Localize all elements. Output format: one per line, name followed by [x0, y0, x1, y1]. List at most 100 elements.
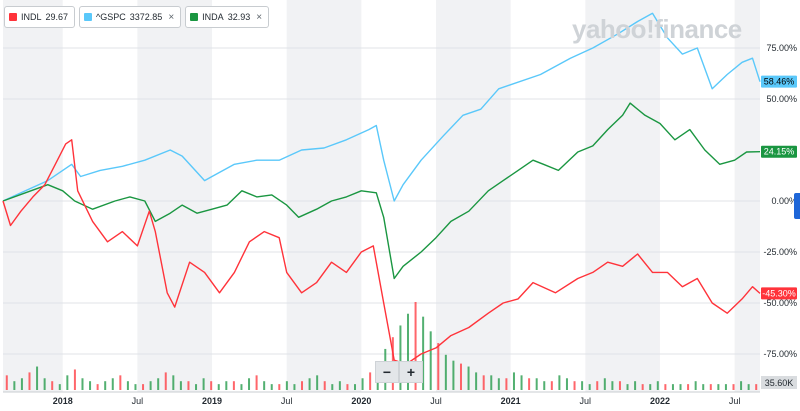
volume-bar: [346, 384, 349, 390]
legend-swatch: [9, 13, 17, 21]
volume-bar: [28, 372, 31, 390]
volume-bar: [694, 381, 697, 390]
x-tick-label: Jul: [132, 396, 144, 406]
volume-bar: [550, 381, 553, 390]
shaded-band: [435, 0, 511, 392]
volume-bar: [126, 381, 129, 390]
volume-bar: [452, 360, 455, 390]
volume-bar: [535, 378, 538, 390]
brand-watermark: yahoo!finance: [572, 14, 742, 44]
legend-symbol: INDL: [21, 12, 42, 22]
legend-chip-inda[interactable]: INDA 32.93 ×: [185, 6, 270, 28]
series-line-indl: [2, 139, 761, 365]
volume-bar: [543, 381, 546, 390]
y-axis: 75.00% 50.00% 0.00% -25.00% -50.00% -75.00% 35…: [761, 43, 797, 389]
volume-bar: [626, 384, 629, 390]
volume-bar: [429, 331, 432, 390]
volume-bar: [573, 381, 576, 390]
end-label: -45.30%: [762, 288, 796, 298]
volume-bar: [323, 381, 326, 390]
x-tick-label: Jul: [580, 396, 592, 406]
y-tick-label: 0.00%: [771, 196, 797, 206]
volume-bar: [172, 375, 175, 390]
close-icon[interactable]: ×: [256, 11, 263, 23]
end-label: 58.46%: [764, 77, 795, 87]
legend-swatch: [190, 13, 199, 21]
volume-bar: [724, 384, 727, 390]
volume-bar: [603, 378, 606, 390]
series-line-inda: [2, 102, 761, 280]
volume-bar: [51, 381, 54, 390]
x-tick-label: Jul: [430, 396, 442, 406]
volume-bar: [467, 366, 470, 390]
legend-chip-gspc[interactable]: ^GSPC 3372.85 ×: [79, 6, 182, 28]
y-tick-label: -25.00%: [763, 247, 797, 257]
volume-bar: [142, 384, 145, 390]
volume-bar: [656, 381, 659, 390]
volume-bar: [717, 384, 720, 390]
volume-bar: [278, 384, 281, 390]
volume-bar: [43, 378, 46, 390]
volume-bar: [414, 302, 417, 390]
gridlines: [3, 47, 760, 355]
volume-bar: [149, 381, 152, 390]
x-tick-label: 2018: [53, 396, 73, 406]
volume-bar: [596, 381, 599, 390]
end-label: 24.15%: [764, 147, 795, 157]
volume-bar: [505, 378, 508, 390]
volume-bar: [134, 384, 137, 390]
volume-bar: [187, 381, 190, 390]
legend-swatch: [84, 13, 93, 21]
zoom-controls: − +: [375, 361, 423, 383]
x-tick-label: 2021: [501, 396, 521, 406]
volume-bar: [528, 378, 531, 390]
legend-value: 3372.85: [129, 12, 163, 22]
volume-bar: [444, 354, 447, 390]
zoom-in-button[interactable]: +: [399, 361, 423, 383]
volume-bar: [58, 384, 61, 390]
volume-bar: [301, 381, 304, 390]
volume-bar: [611, 381, 614, 390]
volume-bar: [588, 384, 591, 390]
legend-chip-indl[interactable]: INDL 29.67: [4, 6, 76, 28]
series-line-gspc: [2, 12, 761, 202]
shaded-band: [585, 0, 660, 392]
y-tick-label: 75.00%: [766, 43, 797, 53]
volume-bar: [179, 381, 182, 390]
volume-bar: [679, 384, 682, 390]
legend-value: 32.93: [227, 12, 251, 22]
volume-bar: [459, 363, 462, 390]
volume-bar: [285, 381, 288, 390]
volume-bar: [66, 375, 69, 390]
volume-bar: [119, 375, 122, 390]
volume-bar: [671, 384, 674, 390]
volume-bar: [104, 381, 107, 390]
volume-bar: [240, 384, 243, 390]
volume-bar: [649, 384, 652, 390]
volume-bar: [210, 381, 213, 390]
end-label-box: [761, 287, 797, 300]
y-tick-label: 50.00%: [766, 94, 797, 104]
volume-bar: [664, 384, 667, 390]
volume-bar: [497, 378, 500, 390]
volume-bar: [202, 378, 205, 390]
volume-bar: [96, 384, 99, 390]
volume-bar: [36, 366, 39, 390]
volume-bar: [687, 384, 690, 390]
volume-bar: [232, 381, 235, 390]
y-tick-label: -75.00%: [763, 349, 797, 359]
volume-bar: [157, 378, 160, 390]
x-tick-label: 2020: [351, 396, 371, 406]
volume-bar: [369, 372, 372, 390]
x-tick-label: 2022: [650, 396, 670, 406]
close-icon[interactable]: ×: [168, 11, 175, 23]
shaded-band: [137, 0, 213, 392]
zoom-out-button[interactable]: −: [375, 361, 399, 383]
end-label-box: [761, 145, 797, 158]
volume-bar: [195, 384, 198, 390]
x-axis: 2018 Jul 2019 Jul 2020 Jul 2021 Jul 2022 Jul: [3, 391, 760, 406]
end-labels: 58.46% 24.15% -45.30%: [761, 75, 797, 300]
side-panel-handle[interactable]: [794, 193, 800, 219]
volume-bar: [747, 384, 750, 390]
